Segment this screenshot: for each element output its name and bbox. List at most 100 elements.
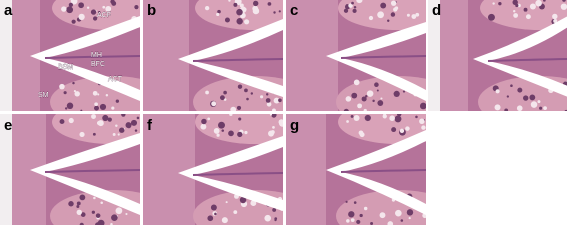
marrow [79, 222, 84, 225]
marrow [94, 102, 98, 107]
panel-images [0, 0, 567, 225]
cartilage [192, 172, 283, 176]
panel-label: c [290, 2, 298, 19]
marrow [361, 96, 367, 102]
marrow [236, 18, 243, 25]
marrow [252, 5, 259, 12]
marrow [389, 115, 395, 121]
marrow [535, 0, 542, 7]
marrow [130, 119, 138, 126]
marrow [346, 120, 349, 123]
marrow [395, 209, 402, 217]
marrow [94, 105, 99, 111]
marrow [492, 2, 495, 5]
histology-panel [0, 114, 140, 225]
marrow [230, 106, 237, 111]
marrow [233, 210, 238, 215]
marrow [237, 84, 243, 89]
marrow [221, 129, 225, 132]
marrow [510, 84, 513, 88]
marrow [363, 206, 368, 211]
marrow [111, 1, 117, 6]
marrow [506, 95, 510, 98]
cartilage [44, 169, 140, 173]
marrow [117, 133, 120, 136]
marrow [271, 108, 276, 111]
annotation: SM [38, 92, 49, 99]
marrow [265, 98, 271, 103]
histology-panel [0, 0, 140, 111]
marrow [115, 207, 123, 215]
marrow [539, 106, 543, 110]
marrow [112, 132, 116, 136]
marrow [343, 8, 349, 13]
marrow [368, 15, 374, 21]
marrow [219, 95, 225, 101]
edge [0, 114, 12, 225]
marrow [205, 90, 209, 95]
marrow [68, 2, 74, 8]
marrow [382, 114, 387, 119]
marrow [201, 118, 207, 125]
marrow [66, 102, 74, 110]
marrow [390, 12, 396, 17]
synovium [143, 114, 195, 225]
cartilage [340, 55, 426, 59]
marrow [543, 106, 547, 111]
joint-space [30, 16, 140, 101]
panel-label: b [147, 2, 156, 19]
marrow [269, 114, 273, 116]
marrow [379, 212, 386, 219]
marrow [377, 11, 385, 19]
marrow [494, 104, 501, 111]
marrow [237, 131, 243, 138]
cartilage [487, 58, 567, 62]
marrow [204, 5, 210, 11]
marrow [272, 126, 275, 129]
marrow [92, 16, 98, 21]
cartilage [192, 58, 283, 62]
marrow [267, 2, 272, 6]
marrow [76, 205, 80, 208]
marrow [111, 214, 118, 221]
annotation: ACF [97, 12, 111, 19]
marrow [223, 90, 227, 95]
marrow [91, 114, 96, 119]
marrow [78, 13, 85, 21]
panel-label: a [4, 2, 13, 19]
marrow [95, 213, 101, 218]
marrow [107, 117, 112, 122]
marrow [271, 114, 277, 118]
marrow [102, 114, 109, 122]
marrow [210, 204, 217, 211]
marrow [250, 200, 257, 207]
marrow [78, 2, 84, 9]
marrow [217, 9, 221, 14]
marrow [345, 96, 352, 102]
joint-space [178, 136, 283, 211]
marrow [513, 10, 516, 13]
marrow [391, 127, 397, 133]
marrow [93, 196, 96, 200]
joint-space [30, 133, 140, 215]
marrow [86, 6, 90, 9]
marrow [72, 81, 75, 85]
marrow [99, 103, 107, 111]
marrow [405, 126, 410, 131]
marrow [102, 5, 106, 9]
marrow [125, 122, 132, 129]
cartilage [44, 55, 140, 59]
marrow [374, 82, 379, 88]
marrow [408, 216, 411, 220]
marrow [236, 8, 243, 16]
marrow [525, 14, 531, 20]
marrow [59, 119, 65, 125]
marrow [207, 215, 214, 222]
marrow [390, 0, 397, 6]
marrow [377, 100, 384, 106]
marrow [207, 117, 211, 121]
marrow [353, 115, 360, 121]
marrow [564, 109, 567, 111]
marrow [236, 105, 242, 111]
marrow [64, 107, 68, 110]
